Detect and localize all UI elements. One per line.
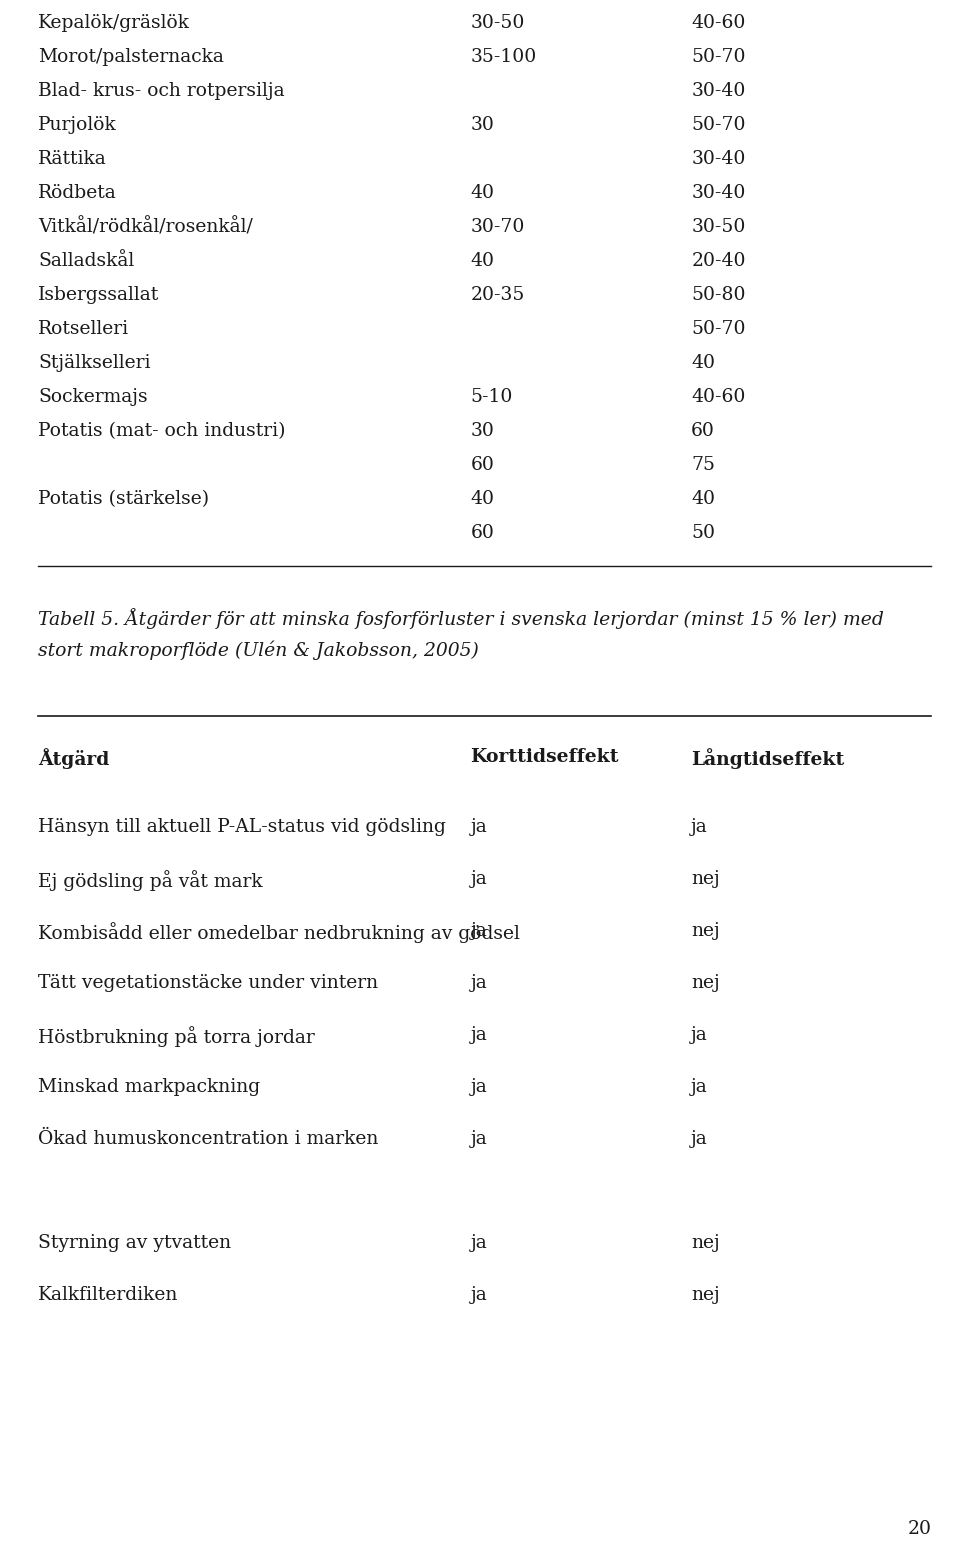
Text: nej: nej [691, 1285, 720, 1304]
Text: 60: 60 [470, 457, 494, 474]
Text: nej: nej [691, 870, 720, 889]
Text: 35-100: 35-100 [470, 48, 537, 66]
Text: ja: ja [470, 818, 487, 836]
Text: 40: 40 [470, 491, 494, 508]
Text: Korttidseffekt: Korttidseffekt [470, 748, 619, 765]
Text: ja: ja [470, 870, 487, 889]
Text: Hänsyn till aktuell P-AL-status vid gödsling: Hänsyn till aktuell P-AL-status vid göds… [38, 818, 446, 836]
Text: Rödbeta: Rödbeta [38, 184, 117, 202]
Text: 50-80: 50-80 [691, 285, 746, 304]
Text: stort makroporflöde (Ulén & Jakobsson, 2005): stort makroporflöde (Ulén & Jakobsson, 2… [38, 640, 479, 659]
Text: Rotselleri: Rotselleri [38, 319, 130, 338]
Text: 40: 40 [470, 184, 494, 202]
Text: Rättika: Rättika [38, 150, 108, 168]
Text: 20-35: 20-35 [470, 285, 525, 304]
Text: ja: ja [470, 923, 487, 940]
Text: Purjolök: Purjolök [38, 116, 117, 134]
Text: Isbergssallat: Isbergssallat [38, 285, 159, 304]
Text: Åtgärd: Åtgärd [38, 748, 109, 768]
Text: ja: ja [470, 974, 487, 992]
Text: 60: 60 [470, 525, 494, 542]
Text: ja: ja [691, 1079, 708, 1096]
Text: ja: ja [470, 1285, 487, 1304]
Text: nej: nej [691, 974, 720, 992]
Text: ja: ja [691, 1129, 708, 1148]
Text: ja: ja [691, 818, 708, 836]
Text: Kombisådd eller omedelbar nedbrukning av gödsel: Kombisådd eller omedelbar nedbrukning av… [38, 923, 520, 943]
Text: 30-40: 30-40 [691, 184, 746, 202]
Text: ja: ja [470, 1026, 487, 1045]
Text: Vitkål/rödkål/rosenkål/: Vitkål/rödkål/rosenkål/ [38, 218, 253, 236]
Text: nej: nej [691, 1234, 720, 1251]
Text: Salladskål: Salladskål [38, 252, 134, 270]
Text: Ökad humuskoncentration i marken: Ökad humuskoncentration i marken [38, 1129, 379, 1148]
Text: 40-60: 40-60 [691, 387, 746, 406]
Text: Blad- krus- och rotpersilja: Blad- krus- och rotpersilja [38, 82, 285, 100]
Text: Sockermajs: Sockermajs [38, 387, 148, 406]
Text: 20: 20 [907, 1520, 931, 1538]
Text: 50-70: 50-70 [691, 319, 746, 338]
Text: 60: 60 [691, 421, 715, 440]
Text: 50-70: 50-70 [691, 116, 746, 134]
Text: Tätt vegetationstäcke under vintern: Tätt vegetationstäcke under vintern [38, 974, 378, 992]
Text: 30-50: 30-50 [470, 14, 525, 32]
Text: 50-70: 50-70 [691, 48, 746, 66]
Text: Styrning av ytvatten: Styrning av ytvatten [38, 1234, 231, 1251]
Text: 5-10: 5-10 [470, 387, 513, 406]
Text: Långtidseffekt: Långtidseffekt [691, 748, 845, 768]
Text: Ej gödsling på våt mark: Ej gödsling på våt mark [38, 870, 263, 890]
Text: ja: ja [470, 1079, 487, 1096]
Text: 75: 75 [691, 457, 715, 474]
Text: Kepalök/gräslök: Kepalök/gräslök [38, 14, 190, 32]
Text: 20-40: 20-40 [691, 252, 746, 270]
Text: 30-50: 30-50 [691, 218, 746, 236]
Text: 30-70: 30-70 [470, 218, 525, 236]
Text: Potatis (stärkelse): Potatis (stärkelse) [38, 491, 209, 508]
Text: Potatis (mat- och industri): Potatis (mat- och industri) [38, 421, 286, 440]
Text: 40: 40 [691, 491, 715, 508]
Text: Stjälkselleri: Stjälkselleri [38, 353, 151, 372]
Text: Höstbrukning på torra jordar: Höstbrukning på torra jordar [38, 1026, 315, 1048]
Text: 50: 50 [691, 525, 715, 542]
Text: ja: ja [470, 1234, 487, 1251]
Text: 30-40: 30-40 [691, 150, 746, 168]
Text: 40: 40 [691, 353, 715, 372]
Text: 40: 40 [470, 252, 494, 270]
Text: 40-60: 40-60 [691, 14, 746, 32]
Text: 30: 30 [470, 116, 494, 134]
Text: ja: ja [691, 1026, 708, 1045]
Text: 30-40: 30-40 [691, 82, 746, 100]
Text: Morot/palsternacka: Morot/palsternacka [38, 48, 225, 66]
Text: Tabell 5. Åtgärder för att minska fosforförluster i svenska lerjordar (minst 15 : Tabell 5. Åtgärder för att minska fosfor… [38, 608, 884, 630]
Text: Kalkfilterdiken: Kalkfilterdiken [38, 1285, 179, 1304]
Text: ja: ja [470, 1129, 487, 1148]
Text: 30: 30 [470, 421, 494, 440]
Text: nej: nej [691, 923, 720, 940]
Text: Minskad markpackning: Minskad markpackning [38, 1079, 260, 1096]
